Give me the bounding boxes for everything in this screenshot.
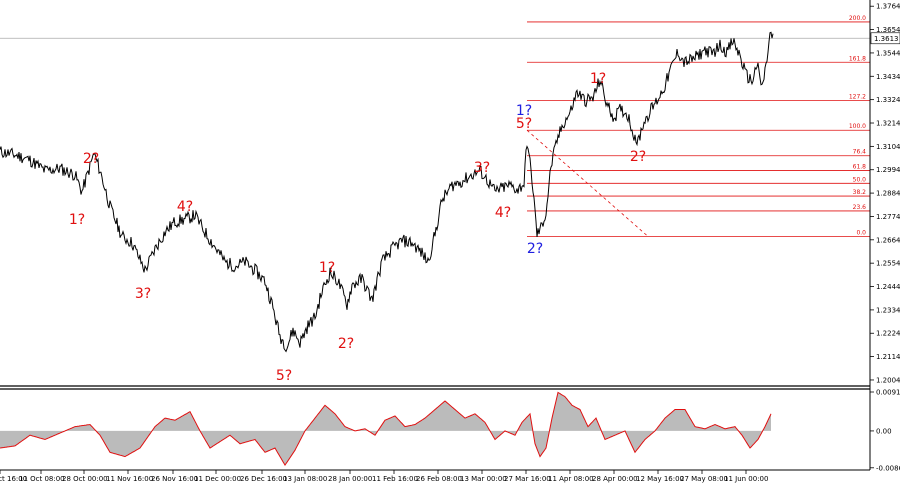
- wave-label: 2?: [338, 336, 354, 352]
- y-tick-label: 1.3544: [876, 49, 900, 57]
- oscillator-histogram: [0, 392, 771, 466]
- x-tick-label: 26 Dec 16:00: [240, 475, 287, 483]
- wave-label: 4?: [177, 199, 193, 215]
- fib-level-label: 61.8: [853, 164, 867, 171]
- fib-trendline: [526, 129, 649, 237]
- current-price-tag-box: [870, 32, 900, 45]
- x-tick-label: 11 Feb 16:00: [372, 475, 418, 483]
- y-tick-label: 1.2334: [876, 306, 900, 314]
- osc-y-tick-label: 0.00: [876, 427, 892, 435]
- x-tick-label: 26 Feb 08:00: [416, 475, 462, 483]
- y-tick-label: 1.2224: [876, 330, 900, 338]
- y-tick-label: 1.3654: [876, 26, 900, 34]
- fib-level-label: 50.0: [853, 176, 867, 183]
- x-tick-label: 13 Jan 08:00: [283, 475, 327, 483]
- fib-level-label: 76.4: [853, 149, 867, 156]
- fib-level-label: 200.0: [849, 15, 866, 22]
- wave-label: 2?: [83, 151, 99, 167]
- x-tick-label: 11 Nov 16:00: [106, 475, 153, 483]
- y-tick-label: 1.2444: [876, 283, 900, 291]
- x-tick-label: 27 May 08:00: [680, 475, 728, 483]
- x-tick-label: 28 Jan 00:00: [328, 475, 372, 483]
- wave-label: 1?: [590, 71, 606, 87]
- wave-label: 4?: [495, 205, 511, 221]
- x-tick-label: 11 Oct 08:00: [19, 475, 65, 483]
- fib-level-label: 100.0: [849, 123, 866, 130]
- x-tick-label: 26 Nov 16:00: [151, 475, 198, 483]
- y-tick-label: 1.3434: [876, 73, 900, 81]
- price-panel: 200.0 161.8 127.2 100.0 76.4 61.8 50.0 38.2 23.6…: [0, 15, 870, 387]
- y-tick-label: 1.2774: [876, 213, 900, 221]
- x-tick-label: 11 Apr 08:00: [548, 475, 594, 483]
- y-tick-label: 1.2554: [876, 260, 900, 268]
- y-tick-label: 1.3324: [876, 96, 900, 104]
- y-tick-label: 1.3764: [876, 3, 900, 11]
- y-tick-label: 1.2884: [876, 190, 900, 198]
- x-tick-label: 4 Oct 16:00: [0, 475, 27, 483]
- fib-level-label: 23.6: [853, 204, 867, 211]
- oscillator-axis: 0.0091 0.00 -0.00862: [870, 389, 900, 472]
- current-price-label: 1.3613: [874, 35, 899, 43]
- x-tick-label: 12 May 16:00: [636, 475, 684, 483]
- x-tick-label: 28 Oct 00:00: [62, 475, 108, 483]
- wave-label: 3?: [474, 160, 490, 176]
- osc-y-tick-label: 0.0091: [876, 389, 900, 397]
- fib-level-label: 127.2: [849, 94, 866, 101]
- wave-label: 1?: [516, 103, 532, 119]
- fib-level-label: 0.0: [856, 229, 866, 236]
- fibonacci-levels: 200.0 161.8 127.2 100.0 76.4 61.8 50.0 38.2 23.6…: [527, 15, 870, 237]
- x-tick-label: 13 Mar 00:00: [460, 475, 507, 483]
- y-tick-label: 1.2114: [876, 353, 900, 361]
- x-tick-label: 11 Jun 00:00: [724, 475, 768, 483]
- oscillator-panel: [0, 388, 870, 467]
- y-tick-label: 1.3104: [876, 143, 900, 151]
- wave-label: 3?: [135, 286, 151, 302]
- price-axis: 1.3764 1.3654 1.3544 1.3434 1.3324 1.3214 1.31…: [869, 0, 900, 470]
- y-tick-label: 1.2664: [876, 236, 900, 244]
- y-tick-label: 1.2994: [876, 166, 900, 174]
- x-tick-label: 28 Apr 00:00: [592, 475, 638, 483]
- fib-level-label: 161.8: [849, 55, 866, 62]
- fib-level-label: 38.2: [853, 189, 867, 196]
- wave-label: 2?: [630, 149, 646, 165]
- wave-label: 5?: [276, 368, 292, 384]
- wave-label: 2?: [527, 241, 543, 257]
- x-tick-label: 11 Dec 00:00: [194, 475, 241, 483]
- wave-label: 1?: [69, 212, 85, 228]
- price-series: [0, 31, 774, 353]
- oscillator-signal-line: [0, 391, 772, 467]
- wave-labels: 2?1?4?3?5?1?2?3?4?1?5?2?1?2?: [69, 71, 646, 384]
- x-tick-label: 27 Mar 16:00: [504, 475, 551, 483]
- y-tick-label: 1.2004: [876, 376, 900, 384]
- current-price-tag: 1.3613: [870, 32, 900, 45]
- wave-label: 5?: [516, 116, 532, 132]
- y-tick-label: 1.3214: [876, 120, 900, 128]
- osc-y-tick-label: -0.00862: [876, 464, 900, 472]
- wave-label: 1?: [319, 260, 335, 276]
